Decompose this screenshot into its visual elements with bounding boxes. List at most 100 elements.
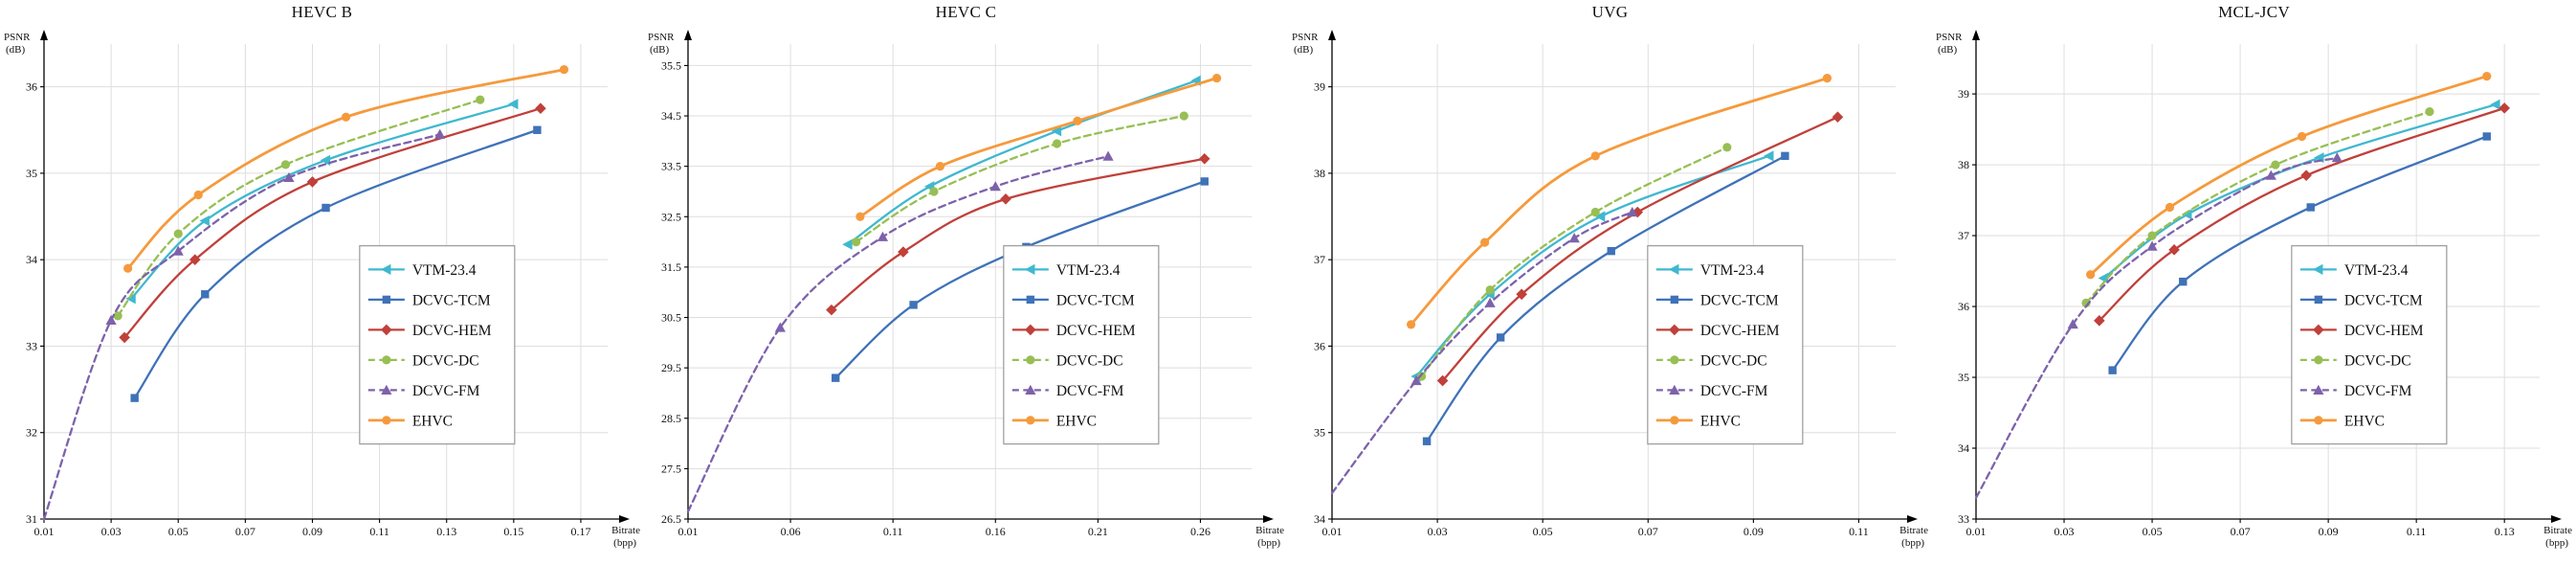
axes (1331, 38, 1909, 520)
triangle-left-marker (199, 215, 210, 227)
x-tick-label: 0.07 (2231, 525, 2251, 538)
y-axis-title: (dB) (1938, 44, 1958, 56)
x-tick-label: 0.01 (1966, 525, 1987, 538)
y-axis-arrow-icon (1972, 30, 1980, 40)
series-line (2089, 75, 2489, 277)
ticks (1972, 93, 2505, 523)
legend-label: DCVC-FM (1700, 383, 1768, 399)
diamond-marker (535, 102, 546, 114)
legend-label: DCVC-TCM (1056, 292, 1135, 308)
y-axis-title: (dB) (650, 44, 670, 56)
chart-uvg: 0.01 0.03 0.05 0.07 0.09 0.11 34 35 36 37 38 39 PSNR… (1292, 30, 1928, 549)
y-tick-label: 31 (26, 512, 37, 526)
triangle-up-marker (381, 384, 392, 395)
triangle-left-marker (1594, 211, 1606, 222)
diamond-marker (1436, 374, 1449, 387)
x-axis-arrow-icon (1907, 515, 1918, 523)
y-tick-label: 28.5 (661, 412, 681, 425)
y-tick-label: 33 (1958, 512, 1969, 526)
series-DCVC-FM (1330, 206, 1638, 495)
x-tick-label: 0.09 (302, 525, 322, 538)
x-axis-title: (bpp) (1257, 537, 1280, 549)
x-tick-label: 0.03 (1428, 525, 1448, 538)
triangle-left-marker (1764, 150, 1774, 162)
chart-hevc-c: 0.01 0.06 0.11 0.16 0.21 0.26 26.5 27.5 28.5 29.5… (648, 30, 1284, 549)
y-axis-title: PSNR (1936, 32, 1963, 43)
series-line (855, 114, 1186, 243)
legend-item-DCVC-HEM: DCVC-HEM (367, 323, 492, 339)
chart-title-hevc-c: HEVC C (935, 3, 997, 21)
series-DCVC-TCM (130, 125, 542, 402)
legend-item-VTM-23.4: VTM-23.4 (367, 262, 477, 279)
legend-item-DCVC-TCM: DCVC-TCM (2299, 292, 2423, 308)
y-tick-label: 34 (1958, 441, 1969, 455)
series-DCVC-TCM (1422, 151, 1789, 445)
square-marker (2179, 277, 2187, 286)
y-tick-label: 39 (1314, 80, 1325, 94)
x-tick-label: 0.13 (436, 525, 456, 538)
x-tick-label: 0.01 (1322, 525, 1343, 538)
circle-marker (1052, 139, 1062, 148)
x-tick-label: 0.03 (2054, 525, 2075, 538)
series-line (130, 102, 515, 300)
gridlines (44, 44, 608, 519)
y-axis-title: PSNR (4, 32, 31, 43)
series-EHVC (855, 73, 1222, 221)
triangle-left-marker (2313, 263, 2323, 275)
x-tick-label: 0.21 (1088, 525, 1108, 538)
series-line (133, 128, 539, 399)
x-tick-label: 0.07 (235, 525, 255, 538)
square-marker (1026, 295, 1035, 305)
tick-labels: 0.01 0.03 0.05 0.07 0.09 0.11 0.13 33 34 35 36 37 38… (1958, 87, 2515, 538)
triangle-left-marker (1025, 263, 1035, 275)
square-marker (322, 203, 330, 213)
legend-label: DCVC-HEM (1700, 323, 1780, 339)
y-tick-label: 30.5 (661, 311, 681, 325)
axes (43, 38, 621, 520)
circle-marker (2425, 106, 2434, 117)
triangle-left-marker (1051, 125, 1062, 137)
diamond-marker (1669, 324, 1680, 336)
diamond-marker (1025, 324, 1036, 336)
square-marker (1200, 177, 1209, 186)
circle-marker (2165, 202, 2175, 213)
x-axis-title: (bpp) (613, 537, 636, 549)
series-VTM-23.4 (842, 75, 1201, 250)
chart-panel-hevc-b: HEVC B 0.01 0.03 0.05 0.07 0.09 0.11 0.13 0.15 0… (0, 0, 644, 565)
ticks (1328, 86, 1860, 523)
legend-item-DCVC-TCM: DCVC-TCM (1011, 292, 1135, 308)
circle-marker (2314, 416, 2323, 425)
y-tick-label: 27.5 (661, 462, 681, 475)
diamond-marker (826, 304, 837, 316)
x-tick-label: 0.09 (2319, 525, 2339, 538)
triangle-up-marker (1484, 297, 1496, 307)
legend: VTM-23.4 DCVC-TCM DCVC-HEM DCVC-DC DCVC-FM EH… (359, 245, 516, 445)
diamond-marker (306, 176, 319, 188)
chart-panel-mcl-jcv: MCL-JCV 0.01 0.03 0.05 0.07 0.09 0.11 0.13 33 34… (1932, 0, 2576, 565)
square-marker (382, 295, 391, 305)
x-tick-label: 0.11 (883, 525, 903, 538)
series-line (1425, 154, 1787, 442)
legend-label: DCVC-TCM (1700, 292, 1779, 308)
chart-panel-hevc-c: HEVC C 0.01 0.06 0.11 0.16 0.21 0.26 26.5 27.5 2… (644, 0, 1288, 565)
x-tick-label: 0.13 (2495, 525, 2515, 538)
diamond-marker (2498, 102, 2510, 114)
circle-marker (2086, 270, 2096, 280)
diamond-marker (2300, 170, 2312, 181)
chart-title-mcl-jcv: MCL-JCV (2218, 3, 2290, 21)
series-EHVC (2086, 71, 2492, 280)
legend-item-EHVC: EHVC (1011, 413, 1097, 429)
legend-item-DCVC-HEM: DCVC-HEM (1655, 323, 1780, 339)
series-VTM-23.4 (125, 99, 519, 305)
legend-item-EHVC: EHVC (367, 413, 453, 429)
triangle-up-marker (283, 171, 295, 183)
square-marker (909, 301, 918, 309)
legend-item-DCVC-DC: DCVC-DC (1011, 352, 1123, 369)
series-DCVC-DC (852, 111, 1188, 247)
legend-label: DCVC-FM (412, 383, 480, 399)
legend-box (2291, 245, 2448, 445)
square-marker (1781, 151, 1789, 161)
series-EHVC (1406, 73, 1832, 329)
y-tick-label: 34 (1314, 512, 1325, 526)
